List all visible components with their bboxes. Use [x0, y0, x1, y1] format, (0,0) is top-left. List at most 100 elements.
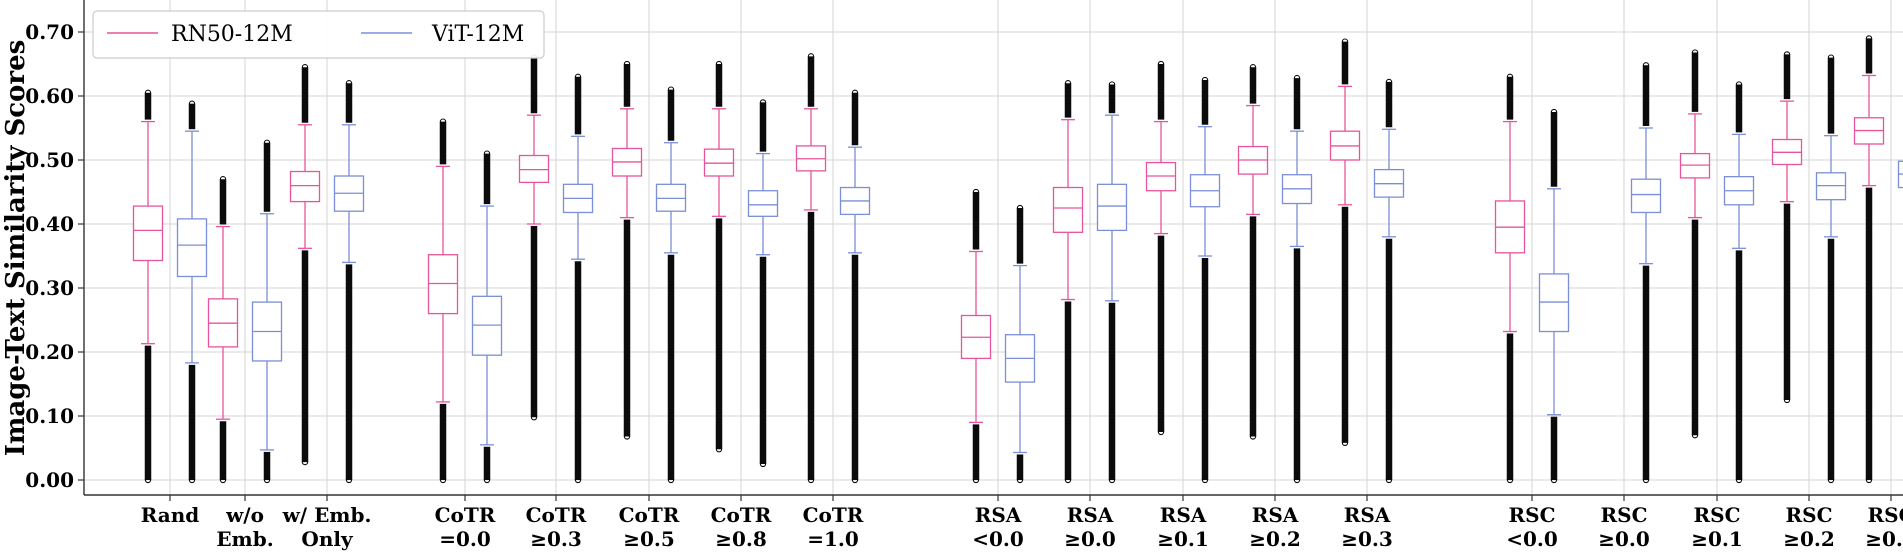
outlier-marker	[667, 86, 675, 93]
box-vit	[251, 139, 283, 484]
box-vit	[1373, 78, 1405, 484]
box-rn50	[207, 176, 239, 484]
outlier-marker	[1293, 74, 1301, 82]
outlier-marker	[530, 414, 538, 421]
outlier-marker	[1827, 54, 1835, 61]
box-vit	[747, 99, 779, 468]
x-tick-label: RSC	[1868, 503, 1903, 527]
x-tick-label: ≥0.8	[715, 527, 767, 551]
box-rn50	[1329, 38, 1361, 447]
box-group	[289, 64, 365, 484]
outlier-marker	[1865, 476, 1873, 484]
legend: RN50-12M ViT-12M	[92, 10, 545, 59]
iqr-box	[176, 218, 208, 278]
x-tick-label: RSA	[1344, 503, 1391, 527]
box-vit	[655, 86, 687, 484]
box-group	[1853, 35, 1903, 484]
box-group	[518, 54, 594, 484]
outlier-marker	[1783, 396, 1791, 404]
box-plots	[132, 35, 1903, 484]
x-tick-label: ≥0.1	[1691, 527, 1743, 551]
outlier-marker	[1865, 35, 1873, 42]
outlier-marker	[219, 176, 227, 183]
outlier-marker	[1157, 60, 1165, 68]
box-rn50	[611, 60, 643, 440]
x-tick-label: CoTR	[803, 503, 864, 527]
x-tick-label: =0.0	[439, 527, 491, 551]
outlier-marker	[1201, 76, 1209, 84]
box-group	[427, 118, 503, 484]
box-vit	[1897, 160, 1903, 189]
box-rn50	[703, 60, 735, 453]
outlier-marker	[144, 476, 152, 484]
box-rn50	[795, 53, 827, 484]
outlier-marker	[345, 80, 353, 87]
box-group	[795, 53, 871, 484]
outlier-marker	[483, 150, 491, 157]
iqr-box	[1096, 183, 1128, 232]
x-tick-label: RSC	[1601, 503, 1648, 527]
box-rn50	[1145, 60, 1177, 436]
x-tick-label: ≥0.5	[623, 527, 675, 551]
box-rn50	[1494, 73, 1526, 484]
y-axis-label: Image-Text Similarity Scores	[1, 40, 31, 457]
box-vit	[333, 80, 365, 484]
x-tick-label: RSA	[1252, 503, 1299, 527]
outlier-marker	[1385, 78, 1393, 86]
x-tick-label: ≥0.3	[1341, 527, 1393, 551]
outlier-marker	[1249, 64, 1257, 71]
outlier-marker	[263, 139, 271, 146]
y-tick-label: 0.00	[25, 468, 74, 492]
box-group	[1145, 60, 1221, 484]
y-tick-label: 0.30	[25, 276, 74, 300]
outlier-marker	[263, 476, 271, 484]
box-rn50	[1771, 51, 1803, 404]
box-vit	[1815, 54, 1847, 484]
outlier-marker	[1550, 476, 1558, 484]
box-group	[1630, 62, 1662, 484]
outlier-marker	[1064, 476, 1072, 484]
outlier-marker	[623, 433, 631, 440]
outlier-marker	[1064, 80, 1072, 87]
x-tick-label: ≥0.3	[530, 527, 582, 551]
x-tick-label: ≥0.3	[1865, 527, 1903, 551]
box-group	[132, 89, 208, 484]
x-tick-label: ≥0.2	[1249, 527, 1301, 551]
outlier-marker	[1506, 476, 1514, 484]
x-tick-label: RSC	[1694, 503, 1741, 527]
outlier-marker	[623, 60, 631, 68]
x-tick-label: =1.0	[807, 527, 859, 551]
box-vit	[176, 100, 208, 484]
legend-label-vit: ViT-12M	[431, 22, 524, 47]
outlier-marker	[1642, 62, 1650, 69]
box-vit	[471, 150, 503, 484]
outlier-marker	[1735, 476, 1743, 484]
outlier-marker	[144, 89, 152, 96]
outlier-marker	[1201, 476, 1209, 484]
y-tick-label: 0.20	[25, 340, 74, 364]
box-group	[1494, 73, 1570, 484]
x-tick-label: ≥0.0	[1598, 527, 1650, 551]
axes	[83, 0, 1903, 496]
x-tick-label: RSA	[975, 503, 1022, 527]
outlier-marker	[483, 476, 491, 484]
outlier-marker	[1293, 476, 1301, 484]
x-tick-label: <0.0	[1506, 527, 1558, 551]
outlier-marker	[1157, 428, 1165, 436]
x-tick-label: ≥0.1	[1157, 527, 1209, 551]
box-group	[1052, 80, 1128, 484]
outlier-marker	[1691, 49, 1699, 56]
x-tick-label: RSC	[1786, 503, 1833, 527]
box-vit	[1004, 204, 1036, 484]
x-tick-label: RSA	[1067, 503, 1114, 527]
x-tick-label: <0.0	[972, 527, 1024, 551]
outlier-marker	[1108, 81, 1116, 88]
legend-frame	[92, 10, 545, 59]
x-tick-label: w/o	[225, 503, 264, 527]
outlier-marker	[574, 476, 582, 484]
outlier-marker	[1550, 108, 1558, 116]
box-vit	[1538, 108, 1570, 484]
y-tick-label: 0.10	[25, 404, 74, 428]
